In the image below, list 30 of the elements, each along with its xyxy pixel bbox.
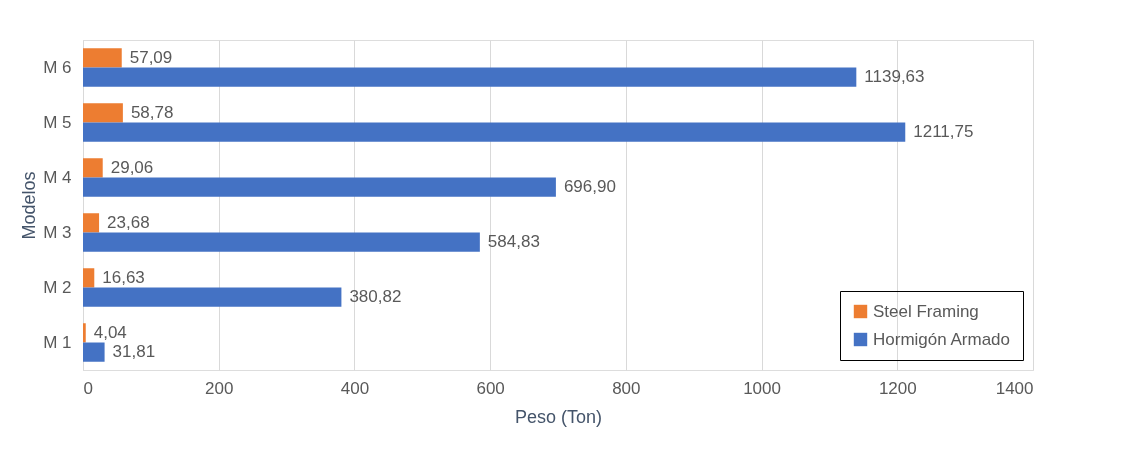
y-tick-label: M 5 (43, 112, 72, 132)
data-label: 57,09 (129, 47, 173, 67)
data-label: 23,68 (107, 212, 150, 232)
data-label: 584,83 (487, 232, 540, 252)
y-axis-title: Modelos (19, 171, 40, 240)
y-tick-label: M 6 (43, 57, 72, 77)
data-label: 4,04 (93, 322, 127, 342)
x-tick-label: 200 (205, 378, 234, 398)
x-tick-label: 1200 (878, 378, 917, 398)
y-tick-label: M 1 (43, 332, 72, 352)
data-label: 1139,63 (864, 67, 925, 87)
x-tick-label: 1000 (743, 378, 781, 398)
data-label: 29,06 (110, 157, 154, 177)
data-label: 31,81 (112, 342, 156, 362)
data-label: 696,90 (563, 177, 616, 197)
legend-label: Steel Framing (873, 301, 979, 321)
x-axis-title: Peso (Ton) (514, 406, 603, 427)
x-tick-label: 1400 (995, 378, 1034, 398)
data-label: 16,63 (102, 267, 145, 287)
y-tick-label: M 4 (43, 167, 72, 187)
y-tick-label: M 2 (43, 277, 72, 297)
x-tick-label: 800 (612, 378, 641, 398)
data-label: 380,82 (349, 287, 402, 307)
y-tick-label: M 3 (43, 222, 72, 242)
data-label: 1211,75 (913, 122, 974, 142)
x-tick-label: 400 (340, 378, 370, 398)
legend-label: Hormigón Armado (873, 329, 1011, 349)
x-tick-label: 600 (476, 378, 505, 398)
x-tick-label: 0 (83, 378, 93, 398)
data-label: 58,78 (130, 102, 174, 122)
